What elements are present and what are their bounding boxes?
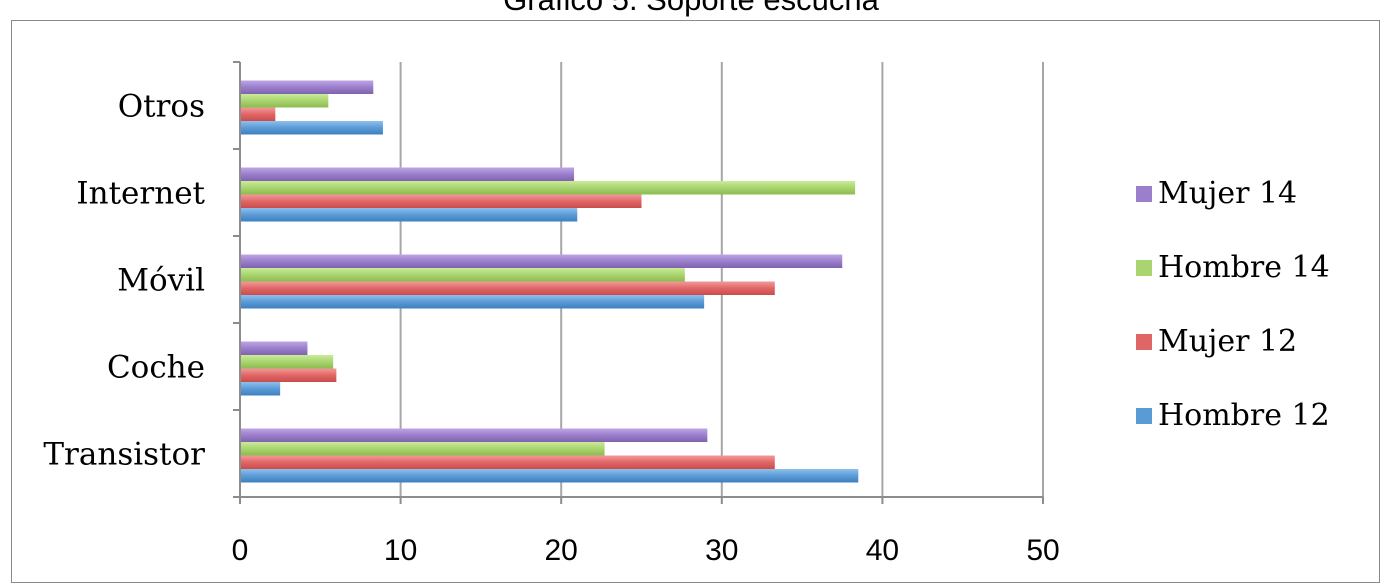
bar-mujer-12-móvil — [240, 281, 775, 295]
bar-hombre-12-internet — [240, 208, 578, 222]
legend: Mujer 14 Hombre 14 Mujer 12 Hombre 12 — [1136, 175, 1330, 471]
bar-hombre-14-coche — [240, 355, 334, 369]
bar-hombre-12-otros — [240, 121, 383, 135]
x-tick-label-30: 30 — [705, 534, 738, 567]
category-label-transistor: Transistor — [43, 437, 205, 473]
legend-label: Mujer 12 — [1158, 324, 1298, 359]
x-tick-label-20: 20 — [545, 534, 578, 567]
bar-hombre-14-transistor — [240, 442, 605, 456]
bars — [240, 80, 859, 483]
bar-hombre-14-móvil — [240, 268, 685, 282]
x-tick-label-0: 0 — [232, 534, 249, 567]
bar-hombre-12-transistor — [240, 469, 859, 483]
legend-item-hombre-14: Hombre 14 — [1136, 249, 1330, 286]
bar-mujer-14-transistor — [240, 428, 708, 442]
category-label-otros: Otros — [118, 89, 205, 125]
x-tick-label-40: 40 — [866, 534, 899, 567]
bar-mujer-14-internet — [240, 167, 575, 181]
legend-item-hombre-12: Hombre 12 — [1136, 397, 1330, 434]
legend-label: Hombre 12 — [1158, 398, 1330, 433]
bar-mujer-12-otros — [240, 107, 276, 121]
category-label-internet: Internet — [76, 176, 205, 212]
x-tick-label-50: 50 — [1026, 534, 1059, 567]
legend-swatch — [1136, 333, 1152, 350]
bar-mujer-12-transistor — [240, 455, 775, 469]
legend-item-mujer-12: Mujer 12 — [1136, 323, 1330, 360]
legend-label: Hombre 14 — [1158, 250, 1330, 285]
category-label-móvil: Móvil — [117, 263, 205, 299]
bar-mujer-14-otros — [240, 80, 374, 94]
bar-hombre-14-otros — [240, 94, 329, 108]
bar-hombre-12-coche — [240, 382, 281, 396]
bar-hombre-14-internet — [240, 181, 856, 195]
bar-hombre-12-móvil — [240, 295, 705, 309]
legend-item-mujer-14: Mujer 14 — [1136, 175, 1330, 212]
axes — [233, 61, 1044, 504]
legend-swatch — [1136, 185, 1152, 202]
bar-mujer-14-móvil — [240, 254, 843, 268]
bar-mujer-12-coche — [240, 368, 337, 382]
category-label-coche: Coche — [107, 350, 205, 386]
x-tick-label-10: 10 — [384, 534, 417, 567]
chart-title: Gráfico 5. Soporte escucha — [0, 0, 1382, 18]
bar-mujer-12-internet — [240, 194, 642, 208]
bar-mujer-14-coche — [240, 341, 308, 355]
legend-swatch — [1136, 259, 1152, 276]
legend-label: Mujer 14 — [1158, 176, 1298, 211]
legend-swatch — [1136, 407, 1152, 424]
axis-labels: 0 10 20 30 40 50 Transistor Coche Móvil Internet O… — [43, 89, 1059, 568]
